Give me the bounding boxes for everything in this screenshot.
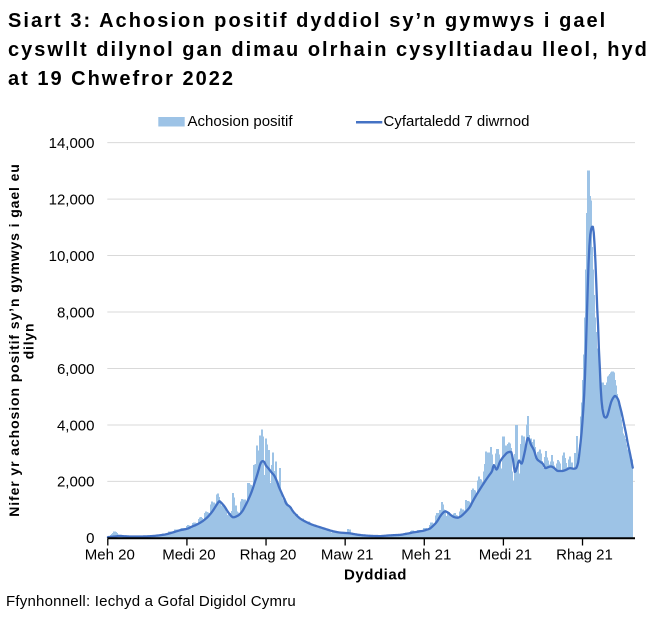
svg-text:12,000: 12,000	[49, 191, 95, 208]
svg-text:10,000: 10,000	[49, 248, 95, 265]
svg-text:Medi 21: Medi 21	[479, 547, 532, 564]
svg-text:4,000: 4,000	[57, 417, 95, 434]
svg-text:Siart 3: Achosion positif dydd: Siart 3: Achosion positif dyddiol sy’n g…	[8, 10, 607, 32]
svg-text:dilyn: dilyn	[21, 323, 37, 360]
svg-text:8,000: 8,000	[57, 304, 95, 321]
svg-text:Meh 21: Meh 21	[401, 547, 451, 564]
svg-text:Ffynhonnell: Iechyd a Gofal Di: Ffynhonnell: Iechyd a Gofal Digidol Cymr…	[6, 593, 296, 610]
svg-text:Cyfartaledd 7 diwrnod: Cyfartaledd 7 diwrnod	[384, 113, 530, 130]
svg-text:Rhag 20: Rhag 20	[240, 547, 297, 564]
svg-text:0: 0	[86, 530, 94, 547]
svg-text:6,000: 6,000	[57, 361, 95, 378]
svg-text:Maw 21: Maw 21	[321, 547, 374, 564]
svg-text:Dyddiad: Dyddiad	[344, 567, 407, 584]
svg-text:at 19 Chwefror 2022: at 19 Chwefror 2022	[8, 68, 235, 90]
svg-text:Medi 20: Medi 20	[162, 547, 215, 564]
svg-text:Nifer yr achosion positif sy’n: Nifer yr achosion positif sy’n gymwys i …	[6, 163, 22, 517]
svg-text:cyswllt dilynol gan dimau olrh: cyswllt dilynol gan dimau olrhain cysyll…	[8, 39, 649, 61]
svg-text:Meh 20: Meh 20	[85, 547, 135, 564]
svg-text:Rhag 21: Rhag 21	[556, 547, 613, 564]
svg-text:2,000: 2,000	[57, 474, 95, 491]
svg-text:14,000: 14,000	[49, 135, 95, 152]
svg-text:Achosion positif: Achosion positif	[188, 113, 294, 130]
